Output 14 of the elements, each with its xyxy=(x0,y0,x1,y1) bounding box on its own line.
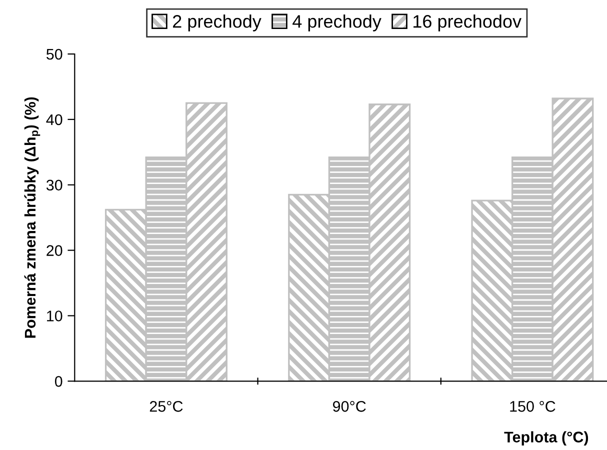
x-tick-label: 25°C xyxy=(150,401,183,412)
legend-label: 2 prechody xyxy=(173,14,262,32)
y-tick-label: 10 xyxy=(47,310,62,322)
y-tick-label: 20 xyxy=(46,245,62,256)
y-tick-label: 30 xyxy=(46,180,62,191)
x-axis-title: Teplota (°C) xyxy=(504,431,588,446)
legend-label: 4 prechody xyxy=(292,14,382,32)
y-tick-label: 50 xyxy=(46,48,62,60)
x-tick-label: 90°C xyxy=(332,401,366,412)
legend-label: 16 prechodov xyxy=(414,14,522,32)
y-tick-label: 40 xyxy=(46,114,62,126)
y-tick-label: 0 xyxy=(54,376,62,387)
y-axis-title: Pomerná zmena hrúbky (Δh$_{p}$) (%) xyxy=(24,97,40,338)
x-tick-label: 150 °C xyxy=(510,401,556,412)
